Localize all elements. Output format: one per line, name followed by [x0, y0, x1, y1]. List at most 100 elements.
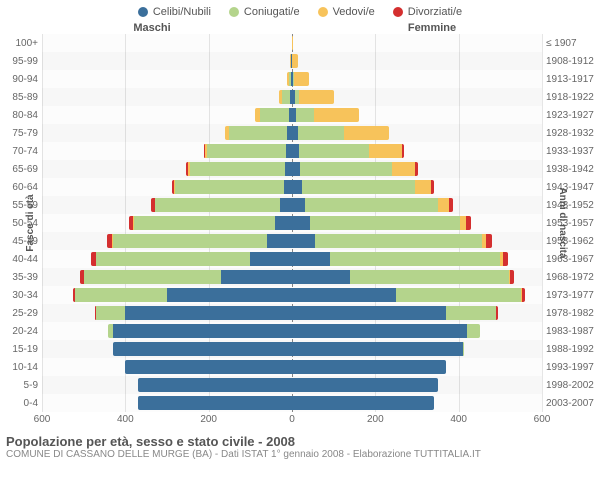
bar-female: [292, 234, 542, 248]
legend-label: Divorziati/e: [408, 6, 462, 18]
column-headers: Maschi Femmine: [0, 22, 600, 34]
bar-segment: [446, 306, 496, 320]
age-row: 85-891918-1922: [42, 88, 542, 106]
age-label: 90-94: [2, 74, 38, 85]
age-row: 0-42003-2007: [42, 394, 542, 412]
bar-male: [42, 180, 292, 194]
bar-segment: [449, 198, 453, 212]
age-label: 85-89: [2, 92, 38, 103]
age-row: 60-641943-1947: [42, 178, 542, 196]
birth-year-label: 1953-1957: [546, 218, 598, 229]
bar-segment: [284, 180, 292, 194]
gridline: [542, 34, 543, 412]
bar-segment: [302, 180, 415, 194]
bar-segment: [267, 234, 292, 248]
age-label: 5-9: [2, 380, 38, 391]
age-row: 30-341973-1977: [42, 286, 542, 304]
age-row: 45-491958-1962: [42, 232, 542, 250]
birth-year-label: 1963-1967: [546, 254, 598, 265]
bar-female: [292, 126, 542, 140]
bar-segment: [275, 216, 292, 230]
bar-female: [292, 36, 542, 50]
bar-male: [42, 288, 292, 302]
bar-male: [42, 216, 292, 230]
age-label: 30-34: [2, 290, 38, 301]
bar-male: [42, 54, 292, 68]
bar-male: [42, 108, 292, 122]
bar-segment: [125, 360, 292, 374]
bar-segment: [415, 180, 432, 194]
bar-male: [42, 126, 292, 140]
age-label: 40-44: [2, 254, 38, 265]
age-row: 40-441963-1967: [42, 250, 542, 268]
legend-item: Celibi/Nubili: [138, 6, 211, 18]
x-tick: 400: [117, 414, 134, 425]
bar-female: [292, 144, 542, 158]
age-label: 75-79: [2, 128, 38, 139]
bar-segment: [292, 162, 300, 176]
birth-year-label: 1993-1997: [546, 362, 598, 373]
bar-segment: [250, 252, 292, 266]
bar-female: [292, 342, 542, 356]
bar-segment: [292, 144, 299, 158]
bar-segment: [282, 90, 290, 104]
bar-segment: [190, 162, 286, 176]
bar-segment: [75, 288, 167, 302]
age-row: 70-741933-1937: [42, 142, 542, 160]
bar-segment: [292, 324, 467, 338]
bar-segment: [294, 72, 309, 86]
bar-segment: [138, 378, 292, 392]
bar-female: [292, 270, 542, 284]
bar-segment: [503, 252, 508, 266]
bar-segment: [167, 288, 292, 302]
x-tick: 600: [534, 414, 551, 425]
age-label: 35-39: [2, 272, 38, 283]
age-row: 35-391968-1972: [42, 268, 542, 286]
bar-segment: [292, 54, 298, 68]
bar-male: [42, 36, 292, 50]
bar-female: [292, 306, 542, 320]
x-tick: 0: [289, 414, 295, 425]
birth-year-label: 1933-1937: [546, 146, 598, 157]
bar-segment: [396, 288, 521, 302]
legend-label: Vedovi/e: [333, 6, 375, 18]
birth-year-label: 1913-1917: [546, 74, 598, 85]
bar-segment: [292, 360, 446, 374]
birth-year-label: 1923-1927: [546, 110, 598, 121]
age-row: 10-141993-1997: [42, 358, 542, 376]
age-label: 15-19: [2, 344, 38, 355]
bar-segment: [138, 396, 292, 410]
x-tick: 600: [34, 414, 51, 425]
footer: Popolazione per età, sesso e stato civil…: [0, 428, 600, 460]
bar-female: [292, 54, 542, 68]
bar-male: [42, 234, 292, 248]
bar-segment: [300, 162, 392, 176]
age-row: 80-841923-1927: [42, 106, 542, 124]
legend-item: Coniugati/e: [229, 6, 300, 18]
bar-segment: [299, 90, 334, 104]
bar-segment: [305, 198, 438, 212]
birth-year-label: 1998-2002: [546, 380, 598, 391]
age-label: 70-74: [2, 146, 38, 157]
bar-female: [292, 252, 542, 266]
bar-male: [42, 144, 292, 158]
bar-segment: [460, 216, 467, 230]
bar-segment: [292, 306, 446, 320]
bar-segment: [292, 36, 293, 50]
bar-female: [292, 162, 542, 176]
bar-segment: [280, 198, 292, 212]
birth-year-label: 2003-2007: [546, 398, 598, 409]
age-row: 15-191988-1992: [42, 340, 542, 358]
birth-year-label: 1978-1982: [546, 308, 598, 319]
footer-title: Popolazione per età, sesso e stato civil…: [6, 434, 594, 449]
age-row: 95-991908-1912: [42, 52, 542, 70]
bar-female: [292, 180, 542, 194]
bar-female: [292, 216, 542, 230]
bar-segment: [330, 252, 501, 266]
bar-segment: [402, 144, 404, 158]
age-row: 25-291978-1982: [42, 304, 542, 322]
bar-female: [292, 288, 542, 302]
birth-year-label: 1948-1952: [546, 200, 598, 211]
age-label: 0-4: [2, 398, 38, 409]
bar-segment: [155, 198, 280, 212]
